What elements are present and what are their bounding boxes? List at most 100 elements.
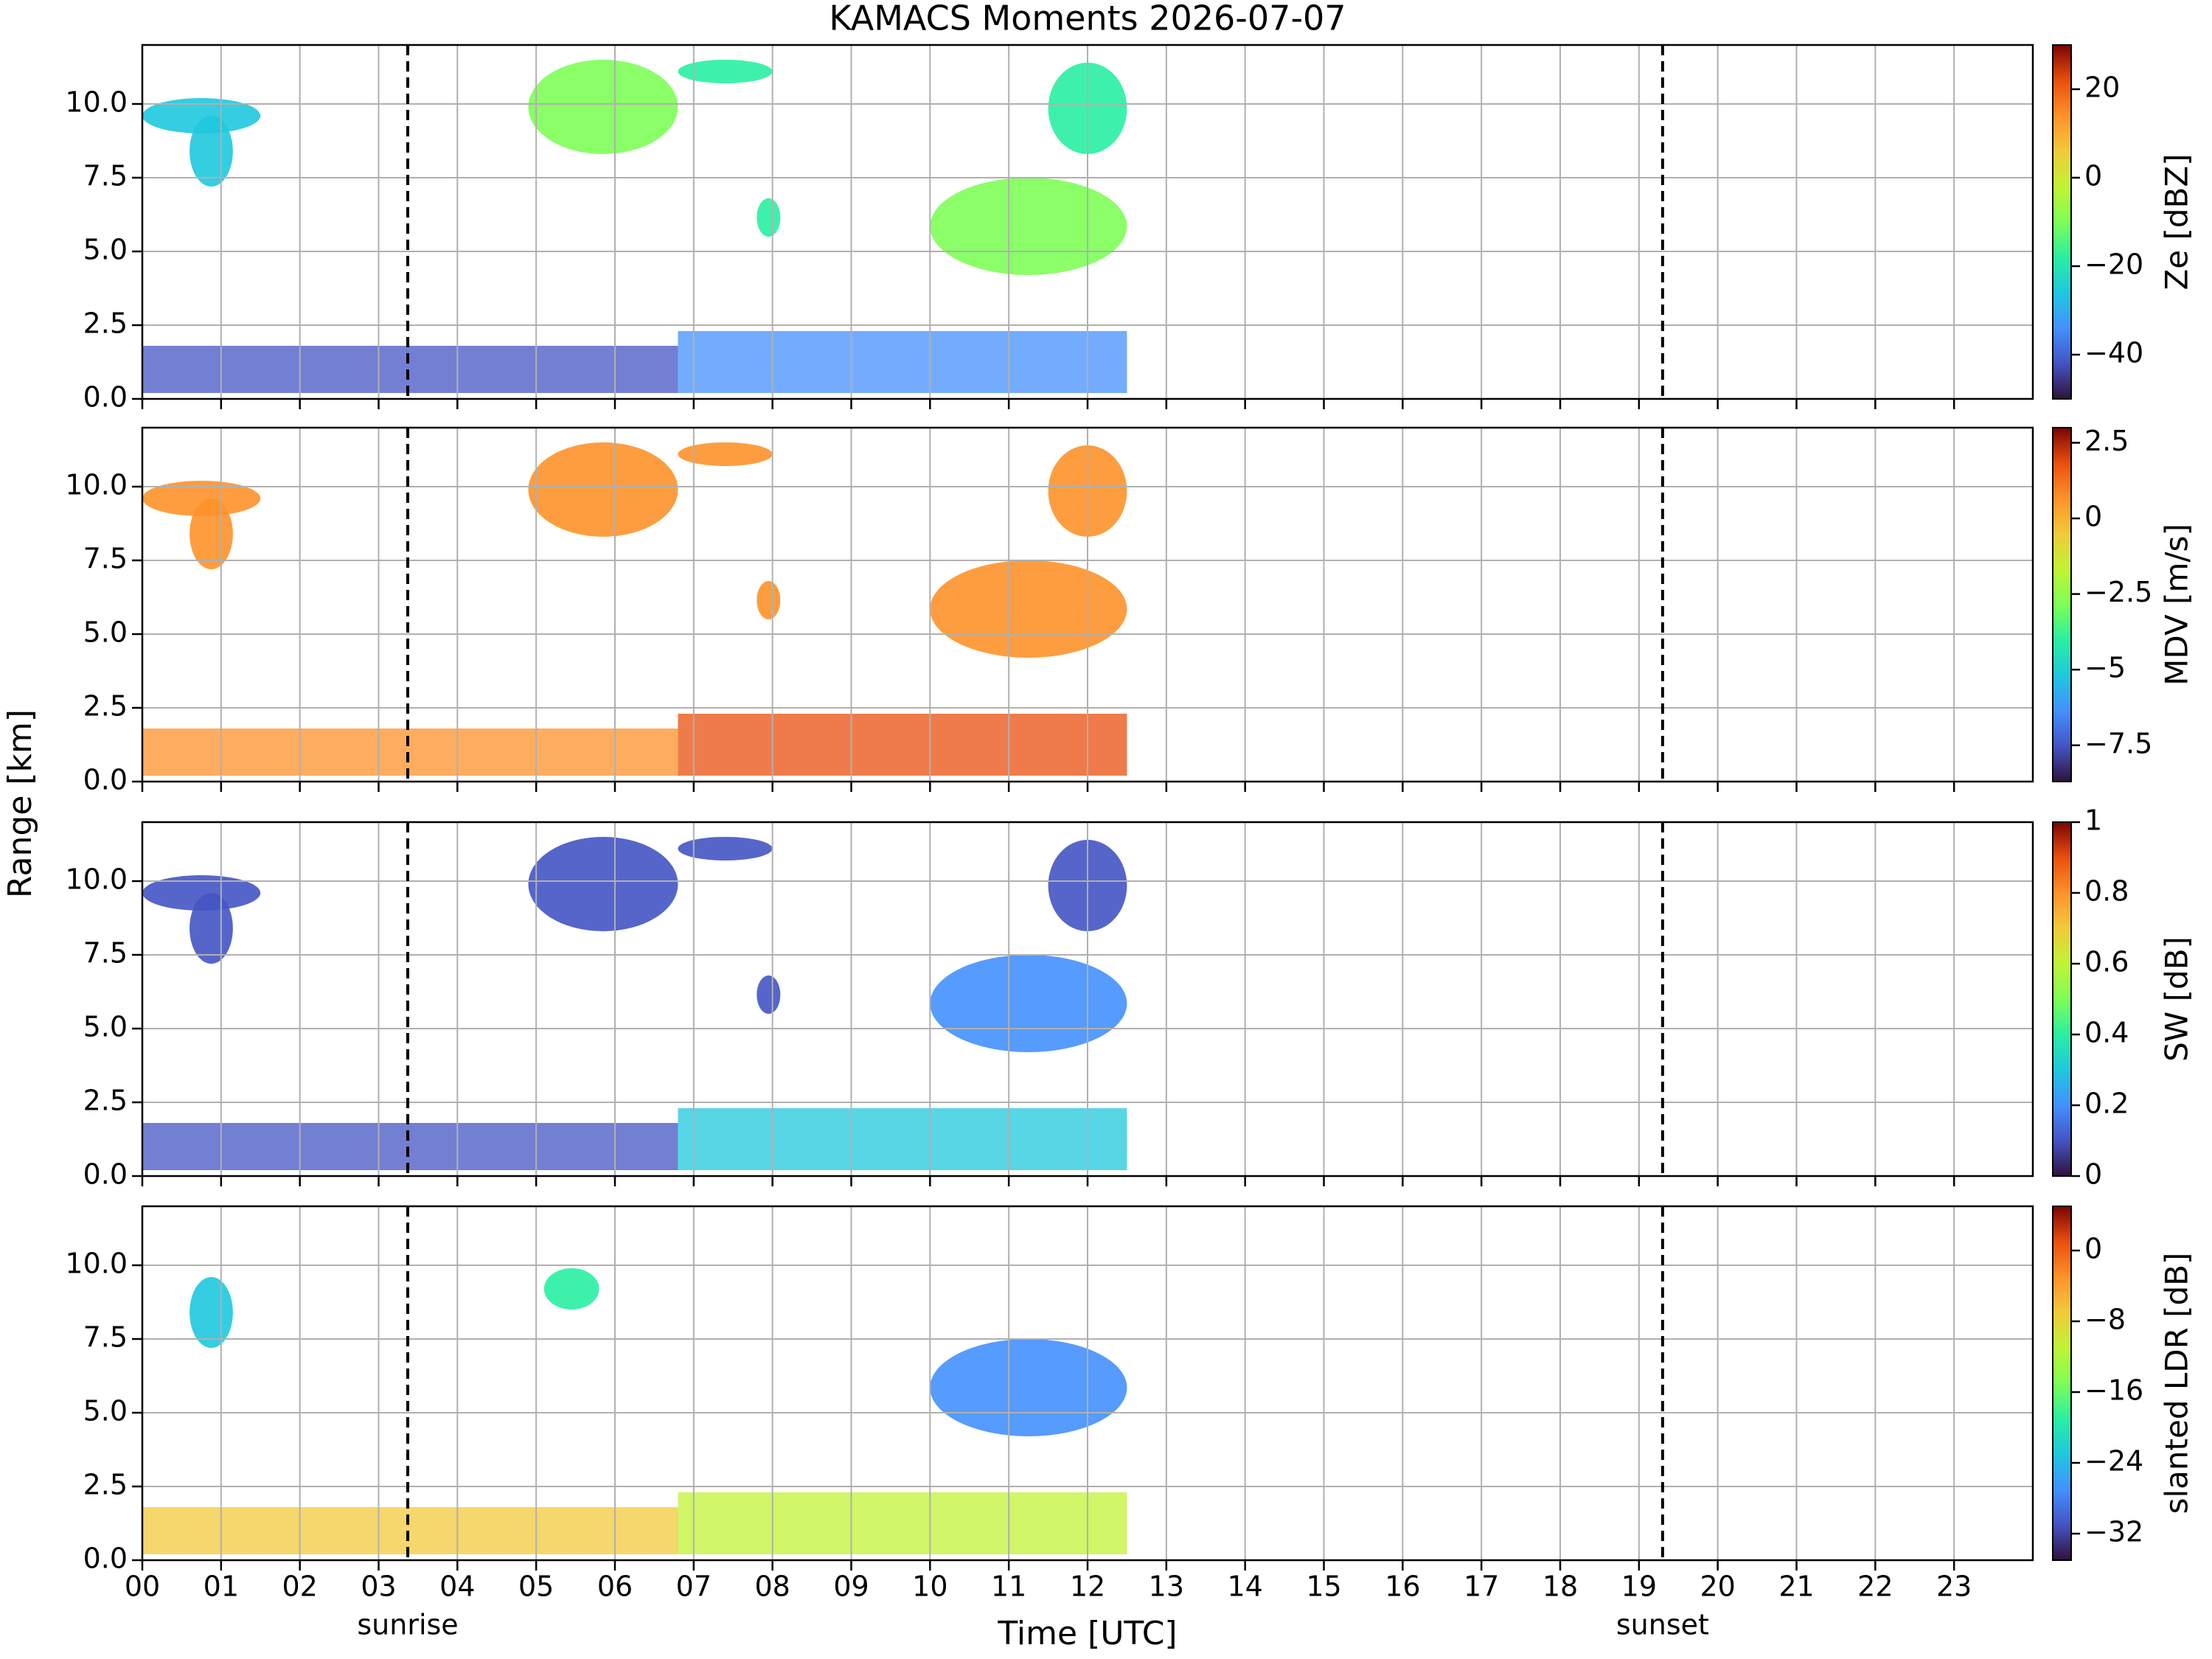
y-tick-label: 5.0 [83, 1011, 128, 1043]
echo-region [678, 714, 1127, 776]
y-tick-label: 7.5 [83, 1321, 128, 1354]
echo-layer [142, 442, 1127, 776]
x-tick-label: 21 [1778, 1571, 1814, 1603]
colorbar-tick-label: 0 [2084, 160, 2102, 192]
echo-region [757, 975, 781, 1014]
echo-region [678, 60, 773, 83]
colorbar-tick-label: −7.5 [2084, 727, 2152, 759]
colorbar-tick-label: 20 [2084, 72, 2120, 104]
colorbar-label: SW [dB] [2159, 936, 2195, 1062]
colorbar-tick-label: −20 [2084, 248, 2143, 281]
colorbar-tick-label: −32 [2084, 1516, 2143, 1548]
colorbar-tick-label: −40 [2084, 337, 2143, 369]
y-tick-label: 10.0 [65, 1248, 128, 1280]
colorbar-tick-label: 0 [2084, 1233, 2102, 1265]
y-tick-label: 10.0 [65, 863, 128, 896]
x-tick-label: 07 [676, 1571, 712, 1603]
x-tick-label: 20 [1700, 1571, 1735, 1603]
x-tick-label: 13 [1149, 1571, 1184, 1603]
y-tick-label: 10.0 [65, 86, 128, 119]
panel: 0.0 2.5 5.0 7.5 10.0 0 0.2 0.4 0.6 0.8 1 SW [dB] [65, 804, 2194, 1191]
x-tick-label: 22 [1857, 1571, 1893, 1603]
echo-region [678, 442, 773, 466]
event-label: sunrise [357, 1609, 458, 1641]
echo-region [142, 728, 678, 776]
x-tick-label: 16 [1385, 1571, 1420, 1603]
x-tick-label: 15 [1306, 1571, 1341, 1603]
y-tick-label: 2.5 [83, 1085, 128, 1117]
echo-region [528, 442, 678, 537]
x-axis-label: Time [UTC] [997, 1615, 1177, 1652]
x-tick-label: 02 [282, 1571, 317, 1603]
x-tick-label: 06 [597, 1571, 633, 1603]
colorbar-tick-label: −8 [2084, 1304, 2126, 1336]
event-label: sunset [1616, 1609, 1709, 1641]
colorbar-tick-label: 1 [2084, 804, 2102, 837]
y-tick-label: 5.0 [83, 234, 128, 266]
echo-region [142, 1123, 678, 1170]
y-tick-label: 2.5 [83, 690, 128, 723]
x-tick-label: 03 [361, 1571, 396, 1603]
x-tick-label: 11 [991, 1571, 1026, 1603]
colorbar-tick-label: 0.6 [2084, 946, 2129, 978]
echo-region [142, 1507, 678, 1554]
colorbar-tick-label: 0.8 [2084, 875, 2129, 908]
echo-region [142, 346, 678, 393]
panel: 00 01 02 03 04 05 06 07 08 09 10 11 12 13 14 15 16 17 18 19… [65, 1205, 2195, 1641]
echo-region [930, 1339, 1127, 1436]
colorbar-tick-label: 0.4 [2084, 1017, 2129, 1049]
x-tick-label: 18 [1543, 1571, 1578, 1603]
panel: 0.0 2.5 5.0 7.5 10.0 −7.5 −5 −2.5 0 2.5 MDV [m/s] [65, 425, 2194, 796]
x-tick-label: 08 [754, 1571, 790, 1603]
colorbar-tick-label: −5 [2084, 652, 2126, 684]
y-tick-label: 2.5 [83, 1469, 128, 1501]
x-tick-label: 01 [204, 1571, 239, 1603]
echo-region [757, 581, 781, 619]
colorbar-tick-label: −2.5 [2084, 576, 2152, 608]
colorbar-tick-label: 2.5 [2084, 425, 2129, 457]
colorbar [2052, 1206, 2072, 1561]
y-tick-label: 5.0 [83, 616, 128, 649]
echo-region [678, 1108, 1127, 1170]
x-tick-label: 04 [439, 1571, 475, 1603]
echo-layer [142, 60, 1127, 393]
echo-region [543, 1268, 599, 1310]
figure-title: KAMACS Moments 2026-07-07 [829, 0, 1346, 38]
x-tick-label: 17 [1464, 1571, 1499, 1603]
echo-region [528, 837, 678, 931]
colorbar [2052, 44, 2072, 400]
y-tick-label: 5.0 [83, 1395, 128, 1427]
y-tick-label: 7.5 [83, 160, 128, 192]
y-tick-label: 10.0 [65, 469, 128, 501]
echo-region [189, 1277, 233, 1348]
echo-region [142, 481, 261, 516]
x-tick-label: 09 [833, 1571, 869, 1603]
echo-region [142, 98, 261, 133]
colorbar-tick-label: −24 [2084, 1445, 2143, 1478]
colorbar-label: slanted LDR [dB] [2159, 1253, 2195, 1514]
y-tick-label: 7.5 [83, 937, 128, 970]
echo-region [189, 116, 233, 187]
y-tick-label: 0.0 [83, 381, 128, 414]
x-tick-label: 23 [1936, 1571, 1972, 1603]
colorbar-tick-label: 0 [2084, 1158, 2102, 1191]
x-tick-label: 19 [1621, 1571, 1657, 1603]
echo-region [930, 955, 1127, 1052]
plot-frame [141, 1205, 2034, 1562]
x-tick-label: 12 [1070, 1571, 1105, 1603]
colorbar [2052, 427, 2072, 782]
y-tick-label: 0.0 [83, 1543, 128, 1575]
y-tick-label: 0.0 [83, 1158, 128, 1191]
echo-region [189, 498, 233, 569]
echo-layer [142, 1268, 1127, 1554]
x-tick-label: 10 [912, 1571, 947, 1603]
colorbar-tick-label: 0.2 [2084, 1088, 2129, 1120]
colorbar-label: Ze [dBZ] [2159, 154, 2195, 291]
colorbar-label: MDV [m/s] [2159, 524, 2195, 686]
echo-layer [142, 837, 1127, 1170]
echo-region [528, 60, 678, 154]
echo-region [757, 198, 781, 237]
echo-region [678, 837, 773, 860]
echo-region [678, 1492, 1127, 1554]
x-tick-label: 14 [1227, 1571, 1262, 1603]
